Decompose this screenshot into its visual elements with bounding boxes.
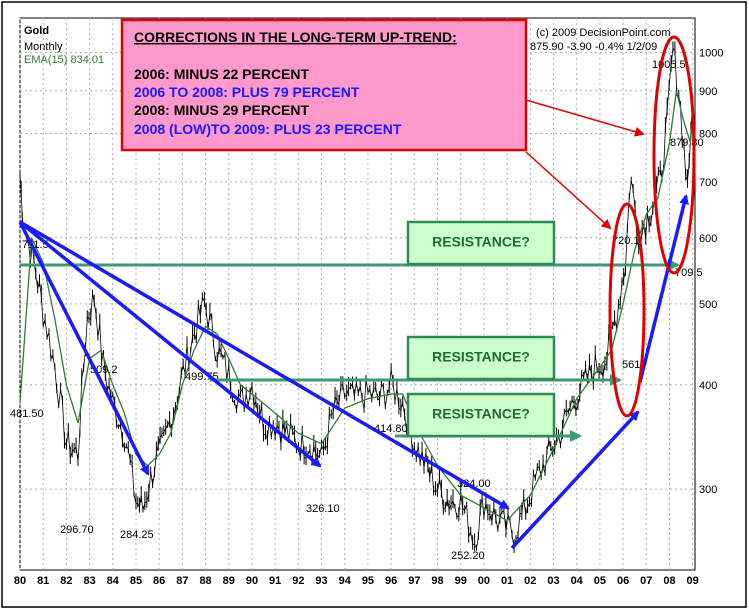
data-label-720-1: 720.1 <box>612 235 640 247</box>
data-label-561: 561 <box>622 359 640 371</box>
data-label-284-25: 284.25 <box>120 529 154 541</box>
x-tick-label: 92 <box>292 575 304 587</box>
downtrend-arrow-1 <box>18 221 150 476</box>
x-tick-label: 04 <box>571 575 584 587</box>
x-tick-label: 00 <box>478 575 490 587</box>
period-label: Monthly <box>24 41 63 53</box>
y-tick-label: 800 <box>699 128 717 140</box>
x-tick-label: 08 <box>663 575 675 587</box>
resistance-label-3: RESISTANCE? <box>432 406 530 422</box>
y-tick-label: 400 <box>699 380 717 392</box>
resistance-label-1: RESISTANCE? <box>432 234 530 250</box>
x-tick-label: 91 <box>269 575 281 587</box>
ema-line <box>19 90 694 522</box>
correction-ellipse-2006 <box>608 202 646 418</box>
resistance-box-1: RESISTANCE? <box>406 220 556 266</box>
downtrend-arrow-3 <box>19 220 510 510</box>
quote-label: 875.90 -3.90 -0.4% 1/2/09 <box>530 41 657 53</box>
uptrend-arrow-2 <box>638 194 689 383</box>
data-label-709-5: 709.5 <box>675 267 703 279</box>
x-tick-label: 83 <box>83 575 95 587</box>
y-axis: 300 400 500 600 700 800 900 1000 <box>699 48 723 497</box>
x-tick-label: 86 <box>153 575 165 587</box>
x-axis: 80 81 82 83 84 85 86 87 88 89 90 91 92 93 94 95 96 97 98 99… <box>14 575 699 587</box>
x-tick-label: 87 <box>176 575 188 587</box>
y-tick-label: 900 <box>699 86 717 98</box>
x-tick-label: 09 <box>687 575 699 587</box>
annotation-line-2: 2006 TO 2008: PLUS 79 PERCENT <box>134 84 360 100</box>
x-tick-label: 98 <box>431 575 443 587</box>
pointer-arrow-2008 <box>525 99 645 137</box>
x-tick-label: 02 <box>524 575 536 587</box>
data-label-414-80: 414.80 <box>374 423 408 435</box>
x-tick-label: 01 <box>501 575 513 587</box>
data-label-324-00: 324.00 <box>457 478 491 490</box>
data-label-326-10: 326.10 <box>306 503 340 515</box>
x-tick-label: 88 <box>199 575 211 587</box>
annotation-title: CORRECTIONS IN THE LONG-TERM UP-TREND: <box>134 29 457 45</box>
x-tick-label: 89 <box>223 575 235 587</box>
annotation-box-bg <box>120 18 528 152</box>
price-line <box>19 47 694 550</box>
y-tick-label: 1000 <box>699 48 723 60</box>
y-tick-label: 300 <box>699 484 717 496</box>
x-tick-label: 07 <box>640 575 652 587</box>
x-tick-label: 97 <box>408 575 420 587</box>
x-tick-label: 94 <box>339 575 352 587</box>
annotation-line-1: 2006: MINUS 22 PERCENT <box>134 66 310 82</box>
data-label-296-70: 296.70 <box>60 524 94 536</box>
uptrend-arrow-1 <box>510 410 640 550</box>
x-tick-label: 90 <box>246 575 258 587</box>
y-tick-label: 500 <box>699 299 717 311</box>
x-tick-label: 80 <box>14 575 26 587</box>
y-tick-label: 600 <box>699 233 717 245</box>
x-tick-label: 06 <box>617 575 629 587</box>
annotation-box: CORRECTIONS IN THE LONG-TERM UP-TREND: 2… <box>120 18 528 152</box>
data-label-481-50: 481.50 <box>10 408 44 420</box>
data-label-252-20: 252.20 <box>451 550 485 562</box>
x-tick-label: 03 <box>547 575 559 587</box>
copyright-label: (c) 2009 DecisionPoint.com <box>536 27 671 39</box>
annotation-line-3: 2008: MINUS 29 PERCENT <box>134 102 310 118</box>
ema-legend: EMA(15) 834.01 <box>24 54 104 66</box>
correction-ellipse-2008 <box>652 35 696 275</box>
data-label-1005-5: 1005.5 <box>652 59 686 71</box>
symbol-label: Gold <box>24 25 49 37</box>
resistance-box-3: RESISTANCE? <box>406 392 556 438</box>
downtrend-arrow-2 <box>18 220 322 468</box>
x-tick-label: 95 <box>362 575 374 587</box>
x-tick-label: 05 <box>594 575 606 587</box>
x-tick-label: 96 <box>385 575 397 587</box>
pointer-arrow-2006 <box>525 151 612 230</box>
x-tick-label: 93 <box>315 575 327 587</box>
resistance-label-2: RESISTANCE? <box>432 349 530 365</box>
x-tick-label: 81 <box>37 575 49 587</box>
data-label-879-80: 879.80 <box>670 137 704 149</box>
x-tick-label: 85 <box>130 575 142 587</box>
x-tick-label: 84 <box>107 575 120 587</box>
x-tick-label: 99 <box>455 575 467 587</box>
x-tick-label: 82 <box>60 575 72 587</box>
annotation-line-4: 2008 (LOW)TO 2009: PLUS 23 PERCENT <box>134 121 402 137</box>
resistance-box-2: RESISTANCE? <box>406 335 556 381</box>
y-tick-label: 700 <box>699 177 717 189</box>
